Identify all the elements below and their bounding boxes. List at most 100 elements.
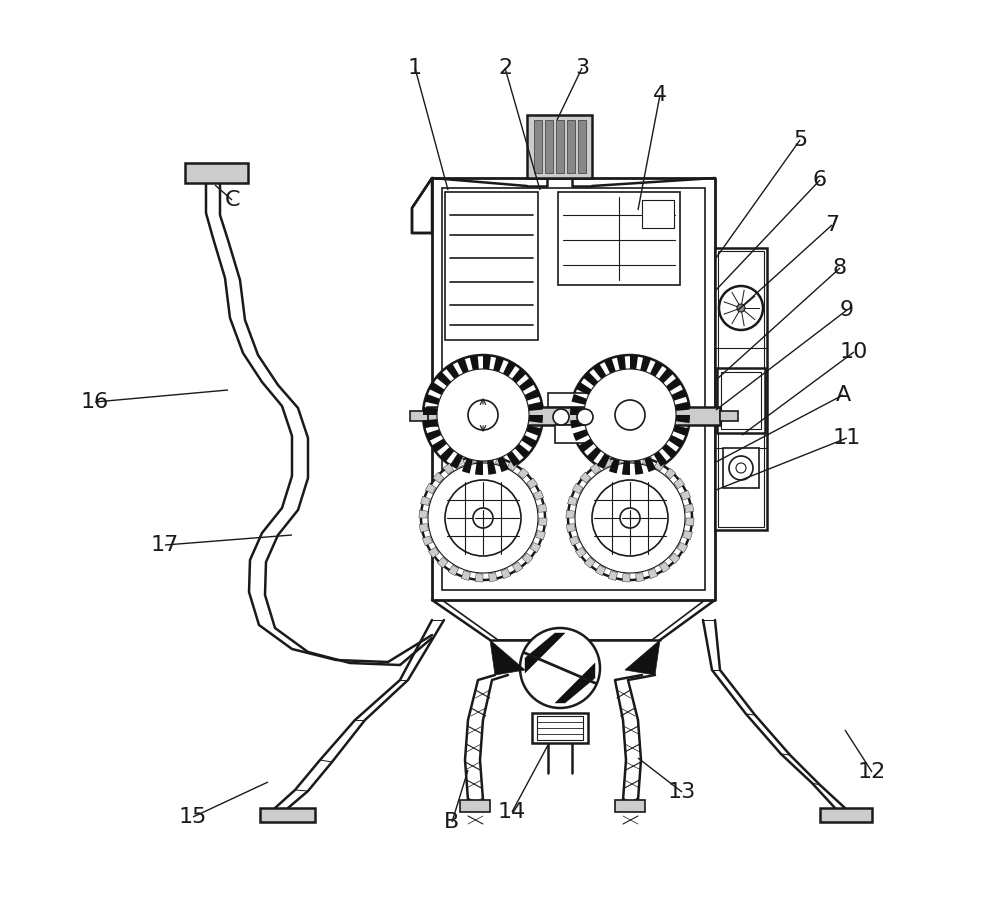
Text: 8: 8 [833,258,847,278]
Polygon shape [609,458,620,473]
Polygon shape [425,483,436,493]
Polygon shape [671,389,687,401]
Polygon shape [625,640,660,675]
Polygon shape [443,464,454,474]
Text: 2: 2 [498,58,512,78]
Polygon shape [521,435,537,448]
Polygon shape [503,361,516,377]
Circle shape [423,355,543,475]
Polygon shape [436,371,451,386]
Polygon shape [526,425,541,436]
Bar [567,120,575,173]
Polygon shape [512,562,523,573]
Polygon shape [668,435,684,448]
Text: 15: 15 [179,807,207,827]
Text: A: A [835,385,851,405]
Polygon shape [640,357,651,372]
Polygon shape [634,460,643,475]
Polygon shape [654,451,667,467]
Polygon shape [604,358,616,373]
Polygon shape [644,456,656,472]
Circle shape [520,628,600,708]
Bar [442,188,705,590]
Circle shape [737,304,745,312]
Text: 12: 12 [858,762,886,782]
Polygon shape [584,557,595,568]
Polygon shape [569,536,580,546]
Polygon shape [533,491,544,500]
Polygon shape [659,562,670,573]
Bar [185,163,248,183]
Circle shape [468,400,498,430]
Bar [556,120,564,173]
Polygon shape [572,483,583,493]
Bar [260,808,315,822]
Polygon shape [597,454,610,469]
Circle shape [445,480,521,556]
Polygon shape [566,524,575,532]
Polygon shape [680,491,691,500]
Polygon shape [433,472,444,483]
Polygon shape [583,371,598,386]
Polygon shape [587,447,601,462]
Polygon shape [666,378,682,392]
Polygon shape [527,478,538,489]
Circle shape [428,463,538,573]
Polygon shape [522,553,533,564]
Polygon shape [489,573,497,582]
Bar [460,800,490,812]
Polygon shape [630,454,638,462]
Polygon shape [683,530,692,540]
Bar [445,192,538,340]
Text: 3: 3 [575,58,589,78]
Polygon shape [448,565,459,576]
Polygon shape [576,382,592,395]
Text: 11: 11 [833,428,861,448]
Polygon shape [419,524,428,532]
Polygon shape [622,574,630,582]
Bar [527,115,592,178]
Circle shape [584,369,676,461]
Polygon shape [457,358,469,373]
Polygon shape [501,568,511,578]
Polygon shape [446,363,459,379]
Polygon shape [461,571,471,580]
Bar [723,448,759,488]
Polygon shape [572,394,587,405]
Polygon shape [423,419,438,429]
Polygon shape [539,518,547,526]
Polygon shape [455,457,465,468]
Text: 17: 17 [151,535,179,555]
Bar [410,411,428,421]
Polygon shape [665,468,676,479]
Bar [427,407,720,425]
Polygon shape [483,454,491,462]
Circle shape [592,480,668,556]
Polygon shape [536,530,545,540]
Polygon shape [580,472,591,483]
Polygon shape [497,456,509,472]
Bar [558,192,680,285]
Polygon shape [524,389,540,401]
Bar [534,120,542,173]
Bar [718,251,764,527]
Polygon shape [685,504,694,512]
Polygon shape [421,496,430,505]
Bar [532,713,588,743]
Circle shape [615,400,645,430]
Polygon shape [426,430,442,441]
Polygon shape [412,178,432,233]
Polygon shape [507,451,520,467]
Text: C: C [224,190,240,210]
Polygon shape [425,394,440,405]
Polygon shape [659,368,673,383]
Polygon shape [530,542,541,553]
Text: B: B [444,812,460,832]
Polygon shape [674,478,685,489]
Circle shape [719,286,763,330]
Polygon shape [642,456,652,466]
Bar [537,716,583,740]
Circle shape [568,456,692,580]
Text: 10: 10 [840,342,868,362]
Polygon shape [676,415,690,423]
